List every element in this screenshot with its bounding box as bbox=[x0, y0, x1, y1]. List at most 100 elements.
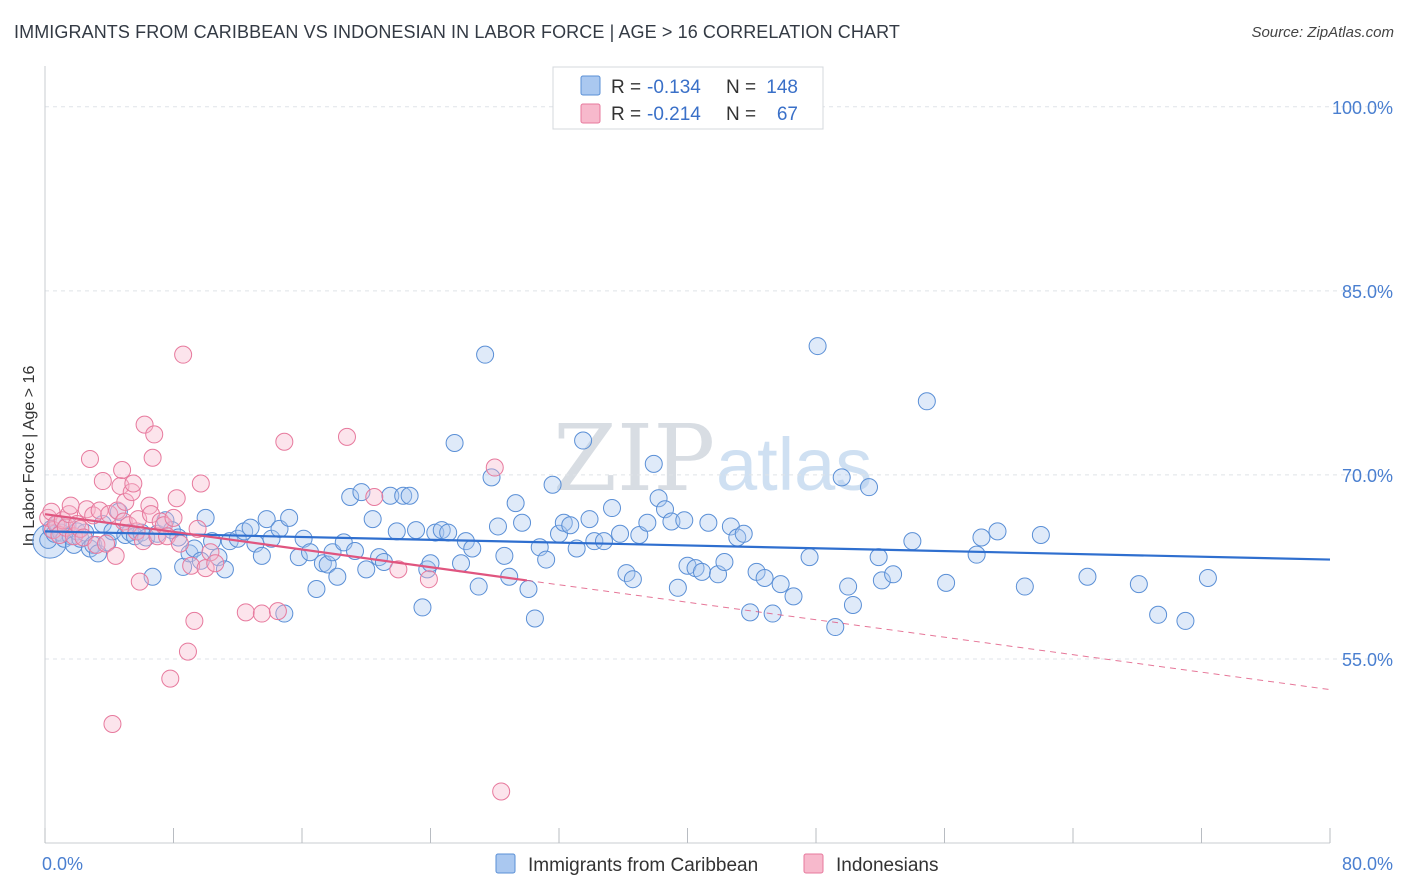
data-point-indonesians bbox=[106, 546, 125, 565]
data-point-caribbean bbox=[1198, 568, 1217, 587]
data-point-caribbean bbox=[488, 517, 507, 536]
stats-legend: R = -0.134 N = 148 R = -0.214 N = 67 bbox=[552, 66, 824, 130]
data-point-caribbean bbox=[1078, 567, 1097, 586]
y-tick-label: 100.0% bbox=[1332, 98, 1393, 118]
data-point-caribbean bbox=[843, 595, 862, 614]
x-tick-label: 80.0% bbox=[1342, 854, 1393, 874]
data-point-caribbean bbox=[363, 510, 382, 529]
watermark-atlas: atlas bbox=[716, 423, 872, 506]
data-point-caribbean bbox=[988, 522, 1007, 541]
data-point-caribbean bbox=[699, 513, 718, 532]
data-point-caribbean bbox=[341, 487, 360, 506]
data-point-caribbean bbox=[513, 513, 532, 532]
data-point-caribbean bbox=[585, 532, 604, 551]
data-point-caribbean bbox=[452, 554, 471, 573]
legend-r-value: -0.214 bbox=[647, 104, 701, 125]
chart-title: IMMIGRANTS FROM CARIBBEAN VS INDONESIAN … bbox=[14, 22, 900, 42]
data-point-caribbean bbox=[972, 528, 991, 547]
data-point-caribbean bbox=[525, 609, 544, 628]
data-point-indonesians bbox=[135, 415, 154, 434]
data-point-indonesians bbox=[268, 602, 287, 621]
data-point-caribbean bbox=[215, 560, 234, 579]
data-point-caribbean bbox=[832, 468, 851, 487]
legend-n-label: N = bbox=[726, 77, 761, 98]
data-point-caribbean bbox=[574, 431, 593, 450]
data-point-caribbean bbox=[839, 577, 858, 596]
data-point-caribbean bbox=[1129, 575, 1148, 594]
data-point-caribbean bbox=[917, 392, 936, 411]
data-point-caribbean bbox=[715, 553, 734, 572]
data-point-caribbean bbox=[413, 598, 432, 617]
data-point-indonesians bbox=[170, 534, 189, 553]
bottom-legend-swatch-caribbean bbox=[495, 853, 516, 874]
data-point-caribbean bbox=[603, 499, 622, 518]
data-point-indonesians bbox=[61, 496, 80, 515]
data-point-caribbean bbox=[580, 510, 599, 529]
data-point-caribbean bbox=[937, 573, 956, 592]
data-point-caribbean bbox=[400, 486, 419, 505]
data-point-caribbean bbox=[808, 337, 827, 356]
bottom-legend-swatch-indonesians bbox=[803, 853, 824, 874]
data-point-caribbean bbox=[463, 539, 482, 558]
data-point-indonesians bbox=[113, 460, 132, 479]
legend-swatch-indonesians bbox=[580, 103, 601, 124]
legend-n-value: 148 bbox=[766, 77, 798, 98]
data-point-indonesians bbox=[161, 669, 180, 688]
bottom-legend-indonesians: Indonesians bbox=[836, 855, 938, 876]
y-tick-labels: 55.0% 70.0% 85.0% 100.0% bbox=[1332, 98, 1393, 670]
data-point-caribbean bbox=[644, 454, 663, 473]
data-point-caribbean bbox=[387, 522, 406, 541]
data-point-indonesians bbox=[164, 508, 183, 527]
data-point-caribbean bbox=[537, 550, 556, 569]
data-point-caribbean bbox=[860, 478, 879, 497]
data-point-caribbean bbox=[884, 565, 903, 584]
bottom-legend-caribbean: Immigrants from Caribbean bbox=[528, 855, 758, 876]
data-point-caribbean bbox=[495, 546, 514, 565]
data-point-caribbean bbox=[638, 513, 657, 532]
series-indonesians-points bbox=[39, 345, 511, 801]
data-point-indonesians bbox=[124, 474, 143, 493]
data-point-caribbean bbox=[869, 548, 888, 567]
data-point-indonesians bbox=[174, 345, 193, 364]
data-point-indonesians bbox=[103, 714, 122, 733]
data-point-indonesians bbox=[80, 449, 99, 468]
data-point-caribbean bbox=[800, 548, 819, 567]
data-point-caribbean bbox=[394, 486, 413, 505]
data-point-caribbean bbox=[357, 560, 376, 579]
legend-r-label: R = bbox=[611, 104, 646, 125]
data-point-indonesians bbox=[389, 560, 408, 579]
data-point-caribbean bbox=[872, 571, 891, 590]
data-point-indonesians bbox=[182, 556, 201, 575]
data-point-caribbean bbox=[1149, 605, 1168, 624]
legend-n-value: 67 bbox=[777, 104, 798, 125]
trend-line-caribbean bbox=[44, 530, 1331, 561]
data-point-indonesians bbox=[145, 425, 164, 444]
data-point-caribbean bbox=[476, 345, 495, 364]
data-point-caribbean bbox=[662, 512, 681, 531]
data-point-indonesians bbox=[419, 570, 438, 589]
data-point-caribbean bbox=[307, 580, 326, 599]
data-point-caribbean bbox=[903, 532, 922, 551]
data-point-indonesians bbox=[116, 492, 135, 511]
data-point-indonesians bbox=[275, 432, 294, 451]
y-tick-label: 85.0% bbox=[1342, 282, 1393, 302]
data-point-caribbean bbox=[594, 532, 613, 551]
data-point-indonesians bbox=[178, 642, 197, 661]
data-point-caribbean bbox=[116, 526, 135, 545]
trend-lines bbox=[44, 513, 1331, 691]
data-point-caribbean bbox=[784, 587, 803, 606]
data-point-caribbean bbox=[567, 539, 586, 558]
data-point-caribbean bbox=[561, 516, 580, 535]
watermark-zip: ZIP bbox=[553, 405, 715, 512]
data-point-caribbean bbox=[771, 575, 790, 594]
data-point-indonesians bbox=[148, 527, 167, 546]
legend-r-label: R = bbox=[611, 77, 646, 98]
data-point-caribbean bbox=[280, 508, 299, 527]
y-tick-label: 55.0% bbox=[1342, 650, 1393, 670]
data-point-indonesians bbox=[97, 534, 116, 553]
data-point-indonesians bbox=[143, 448, 162, 467]
data-point-caribbean bbox=[421, 554, 440, 573]
data-point-caribbean bbox=[826, 618, 845, 637]
x-tick-label: 0.0% bbox=[42, 854, 83, 874]
